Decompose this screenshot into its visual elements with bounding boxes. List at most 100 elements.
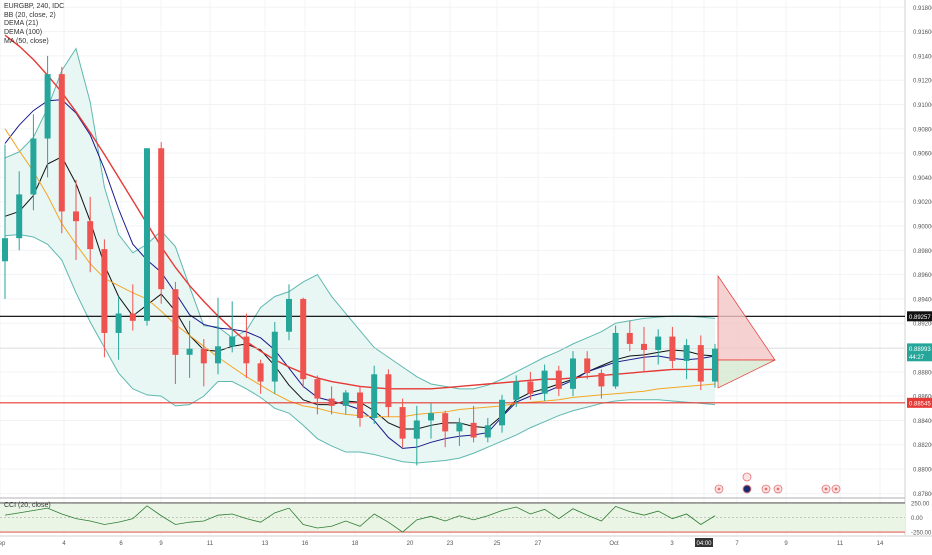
candle-body (626, 332, 633, 344)
candle-body (314, 379, 321, 399)
candle (357, 386, 363, 427)
candle (484, 418, 491, 443)
candle (2, 144, 8, 299)
candle (243, 313, 250, 378)
cci-tick-mid: 0.00 (911, 516, 923, 522)
y-tick-label: 0.87800 (913, 492, 932, 498)
candle-body (2, 238, 8, 262)
candle-body (243, 336, 250, 364)
resistance-price-tag: 0.89257 (909, 315, 931, 321)
cci-line (4, 505, 716, 533)
earnings-icon[interactable] (761, 484, 771, 494)
legend-symbol[interactable]: EURGBP, 240, IDC (4, 3, 65, 10)
x-tick-label: 20 (407, 541, 414, 547)
candle-body (229, 336, 236, 347)
event-dot-icon (743, 485, 751, 493)
candle (456, 418, 463, 446)
candle (129, 284, 136, 331)
candle (612, 325, 619, 389)
candle-body (257, 363, 264, 382)
support-price-tag-bg (907, 397, 932, 408)
cci-tick-upper: 250.00 (911, 501, 930, 507)
candle-body (30, 138, 37, 195)
legend-dema21[interactable]: DEMA (21) (4, 20, 39, 28)
legend-dema100[interactable]: DEMA (100) (4, 29, 43, 37)
candle (697, 335, 704, 391)
candle (428, 403, 434, 439)
candle-body (158, 148, 165, 290)
candle-body (598, 373, 605, 387)
candle (555, 365, 562, 397)
calendar-icon[interactable] (714, 484, 724, 494)
earnings-icon[interactable] (773, 484, 783, 494)
legend-ma50[interactable]: MA (50, close) (4, 37, 49, 45)
candle (300, 297, 307, 388)
cci-legend[interactable]: CCI (20, close) (4, 502, 51, 509)
chart-legend: EURGBP, 240, IDC BB (20, close, 2) DEMA … (4, 3, 64, 47)
current-price-tag-bg (907, 343, 932, 354)
candle-body (428, 413, 434, 421)
news-icon[interactable] (831, 484, 841, 494)
x-tick-label: 6 (119, 541, 123, 547)
x-tick-label: Sep (0, 541, 6, 547)
candle (442, 410, 449, 448)
candle (371, 365, 378, 425)
candle (101, 239, 108, 358)
candle (87, 196, 94, 273)
candle-body (172, 289, 179, 355)
candle-body (570, 358, 576, 389)
candle-body (271, 331, 278, 382)
candle (115, 296, 122, 360)
candle (342, 390, 349, 415)
current-price-tag: 0.88993 (909, 347, 931, 353)
candle-body (555, 370, 562, 389)
candle-body (215, 346, 221, 364)
candle (513, 375, 520, 408)
news-icon[interactable] (821, 484, 831, 494)
candle (328, 386, 335, 415)
candle (626, 320, 633, 352)
x-tick-label: 7 (735, 541, 739, 547)
candle-body (328, 398, 335, 406)
candle (712, 343, 718, 388)
countdown-tag: 44:27 (909, 355, 925, 361)
candle (570, 351, 576, 397)
candle-body (499, 399, 505, 426)
candle (314, 375, 321, 415)
cci-tick-lower: -250.00 (911, 531, 932, 537)
candle-body (186, 348, 193, 355)
candle (598, 369, 605, 399)
candle (286, 284, 292, 341)
candle (257, 359, 264, 394)
candle-body (87, 221, 94, 250)
bb-upper-line (4, 47, 716, 390)
x-tick-label: 23 (447, 541, 454, 547)
candle-body (470, 422, 477, 438)
candle-body (484, 425, 491, 438)
candle (541, 364, 548, 402)
candle-body (16, 194, 23, 239)
candle (655, 329, 662, 365)
candle-body (541, 370, 548, 394)
x-tick-label: 11 (837, 541, 844, 547)
legend-bb[interactable]: BB (20, close, 2) (4, 11, 56, 19)
candle (641, 326, 647, 372)
candle-body (286, 298, 292, 332)
candle-body (200, 348, 207, 364)
candle-body (612, 332, 619, 387)
candle (172, 281, 179, 384)
resistance-price-tag-bg (907, 311, 932, 322)
